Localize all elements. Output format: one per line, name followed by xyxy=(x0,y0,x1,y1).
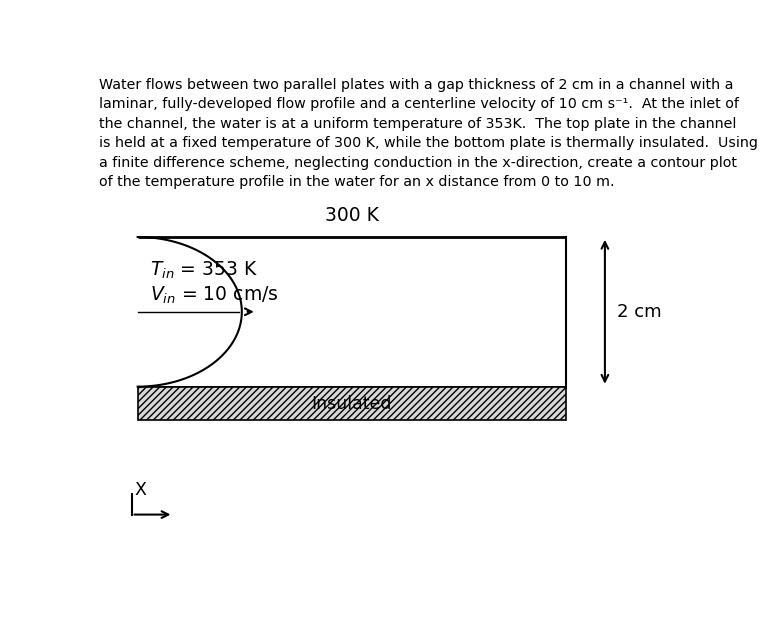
Text: $V_{in}$ = 10 cm/s: $V_{in}$ = 10 cm/s xyxy=(150,284,278,305)
Text: $T_{in}$ = 353 K: $T_{in}$ = 353 K xyxy=(150,260,257,282)
Text: 2 cm: 2 cm xyxy=(617,303,661,321)
Bar xyxy=(137,387,566,421)
Text: 300 K: 300 K xyxy=(325,206,379,225)
Text: Insulated: Insulated xyxy=(312,394,392,413)
Text: X: X xyxy=(134,482,147,499)
Text: Water flows between two parallel plates with a gap thickness of 2 cm in a channe: Water flows between two parallel plates … xyxy=(99,78,758,189)
